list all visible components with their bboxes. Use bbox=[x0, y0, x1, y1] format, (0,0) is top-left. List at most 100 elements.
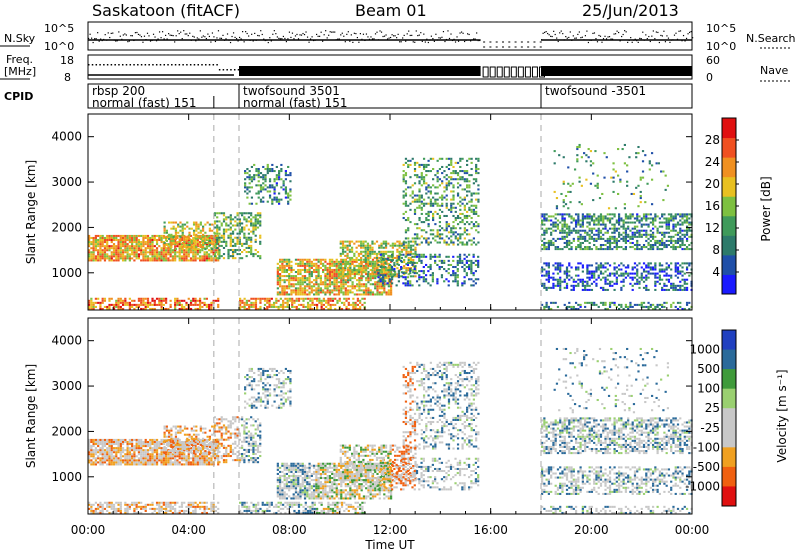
echo-cell bbox=[250, 297, 253, 300]
echo-cell bbox=[195, 221, 198, 224]
echo-cell bbox=[284, 188, 288, 191]
echo-cell bbox=[259, 184, 263, 187]
echo-cell bbox=[121, 303, 125, 306]
echo-cell bbox=[128, 297, 131, 300]
echo-cell bbox=[424, 274, 428, 277]
echo-cell bbox=[656, 280, 659, 283]
echo-cell bbox=[133, 299, 136, 302]
echo-cell bbox=[294, 275, 298, 278]
echo-cell bbox=[422, 176, 426, 179]
echo-cell bbox=[294, 291, 298, 294]
echo-cell bbox=[369, 291, 372, 294]
echo-cell bbox=[283, 264, 286, 267]
echo-cell bbox=[357, 269, 360, 272]
echo-cell bbox=[194, 299, 197, 302]
echo-cell bbox=[563, 225, 566, 228]
echo-cell bbox=[106, 247, 109, 250]
echo-cell bbox=[436, 280, 439, 283]
echo-cell bbox=[447, 255, 450, 258]
echo-cell bbox=[688, 227, 691, 230]
echo-cell bbox=[414, 248, 417, 251]
echo-cell bbox=[304, 297, 307, 300]
echo-cell bbox=[393, 263, 396, 266]
echo-cell bbox=[568, 301, 571, 304]
echo-cell bbox=[234, 251, 237, 254]
echo-cell bbox=[665, 239, 668, 242]
echo-cell bbox=[101, 236, 104, 239]
echo-cell bbox=[618, 274, 621, 277]
echo-cell bbox=[434, 186, 437, 189]
nsky-point bbox=[637, 41, 639, 43]
nsky-point bbox=[642, 31, 644, 33]
echo-cell bbox=[367, 287, 370, 290]
echo-cell bbox=[434, 253, 437, 256]
echo-cell bbox=[613, 231, 616, 234]
echo-cell bbox=[227, 236, 230, 239]
echo-cell bbox=[244, 190, 247, 193]
echo-cell bbox=[287, 196, 290, 199]
echo-cell bbox=[99, 303, 102, 306]
echo-cell bbox=[259, 305, 262, 308]
echo-cell bbox=[470, 200, 473, 203]
echo-cell bbox=[376, 287, 379, 290]
echo-cell bbox=[103, 255, 107, 258]
echo-cell bbox=[667, 231, 671, 234]
echo-cell bbox=[620, 217, 623, 220]
echo-cell bbox=[210, 241, 213, 244]
echo-cell bbox=[547, 243, 550, 247]
echo-cell bbox=[631, 235, 634, 238]
echo-cell bbox=[622, 239, 625, 242]
echo-cell bbox=[176, 303, 179, 306]
echo-cell bbox=[636, 246, 639, 249]
echo-cell bbox=[153, 303, 156, 306]
echo-cell bbox=[552, 276, 555, 279]
echo-cell bbox=[353, 254, 356, 257]
echo-cell bbox=[90, 301, 93, 304]
echo-cell bbox=[588, 264, 591, 267]
echo-cell bbox=[353, 293, 356, 296]
echo-cell bbox=[545, 288, 548, 291]
echo-cell bbox=[303, 270, 307, 274]
echo-cell bbox=[416, 198, 419, 201]
echo-cell bbox=[547, 227, 550, 230]
echo-cell bbox=[252, 297, 255, 300]
echo-cell bbox=[595, 278, 598, 281]
echo-cell bbox=[112, 245, 116, 248]
echo-cell bbox=[341, 261, 345, 264]
echo-cell bbox=[360, 252, 363, 255]
echo-cell bbox=[577, 274, 580, 277]
echo-cell bbox=[588, 237, 591, 240]
echo-cell bbox=[121, 257, 125, 260]
echo-cell bbox=[103, 251, 107, 254]
echo-cell bbox=[177, 223, 180, 226]
echo-cell bbox=[183, 257, 186, 260]
echo-cell bbox=[243, 212, 246, 215]
echo-cell bbox=[196, 303, 199, 306]
echo-cell bbox=[185, 307, 188, 310]
echo-cell bbox=[299, 293, 302, 296]
echo-cell bbox=[447, 259, 450, 262]
echo-cell bbox=[651, 217, 655, 220]
echo-cell bbox=[275, 174, 278, 177]
nsky-point bbox=[169, 34, 171, 36]
echo-cell bbox=[466, 214, 469, 217]
echo-cell bbox=[192, 303, 195, 306]
nsky-point bbox=[198, 38, 200, 40]
echo-cell bbox=[288, 287, 291, 290]
echo-cell bbox=[373, 250, 376, 253]
echo-cell bbox=[638, 248, 641, 251]
echo-cell bbox=[459, 208, 462, 211]
echo-cell bbox=[554, 278, 557, 281]
echo-cell bbox=[299, 289, 302, 292]
echo-cell bbox=[409, 194, 412, 197]
echo-cell bbox=[427, 282, 430, 285]
echo-cell bbox=[299, 268, 302, 271]
nsky-point bbox=[385, 34, 387, 36]
echo-cell bbox=[407, 250, 410, 253]
echo-cell bbox=[131, 253, 134, 256]
echo-cell bbox=[137, 303, 141, 306]
echo-cell bbox=[586, 282, 589, 285]
echo-cell bbox=[667, 217, 671, 220]
echo-cell bbox=[198, 307, 202, 310]
echo-cell bbox=[126, 255, 129, 258]
